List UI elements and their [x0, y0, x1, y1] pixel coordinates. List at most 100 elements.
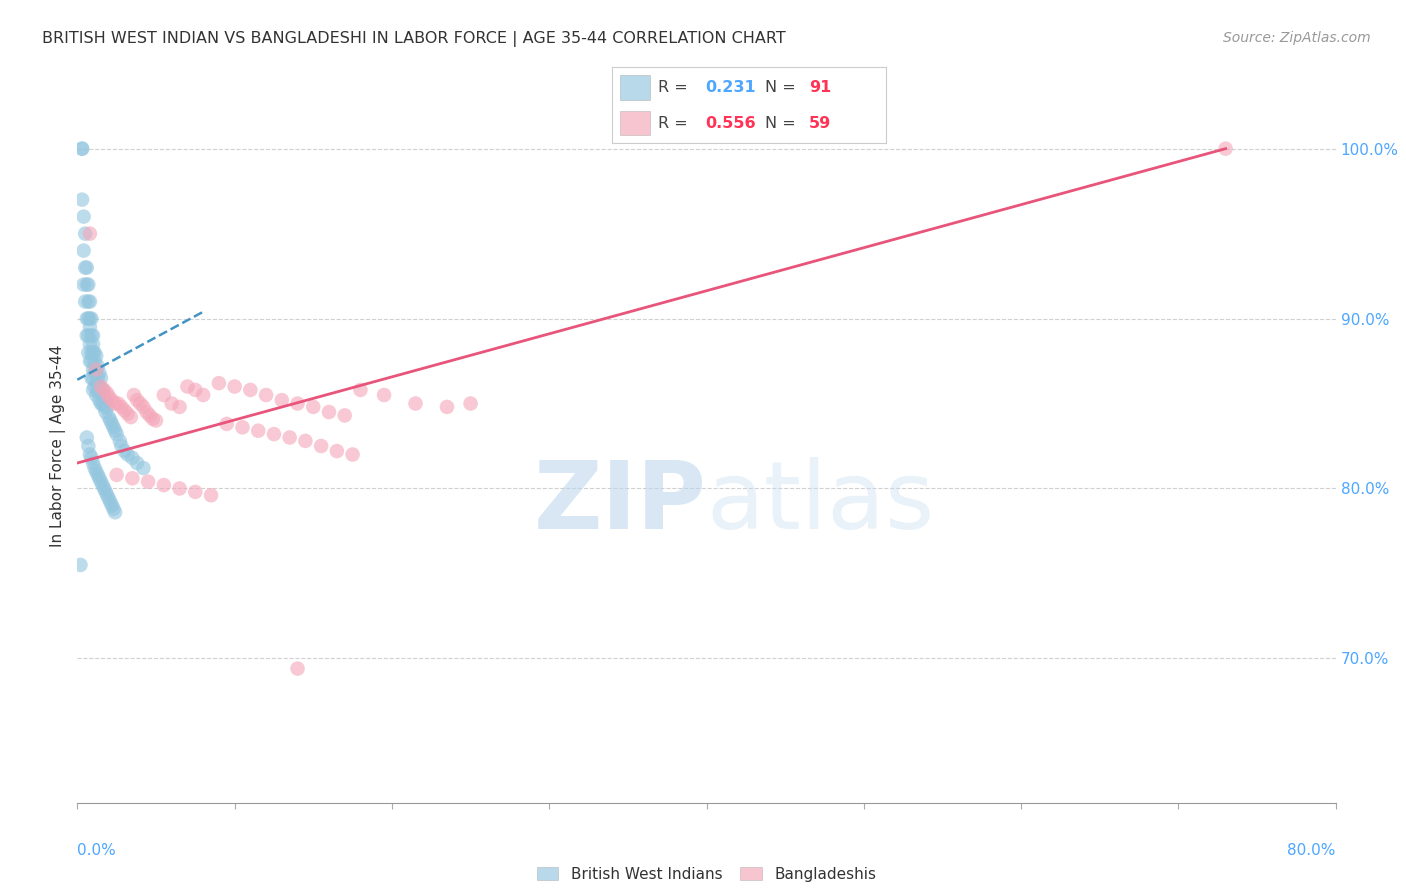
Point [254, 388, 277, 402]
Point [87, 384, 110, 399]
Point [96, 488, 118, 502]
Point [84, 388, 107, 402]
Point [153, 478, 176, 492]
Point [93, 482, 115, 496]
Text: 91: 91 [808, 80, 831, 95]
Point [460, 396, 482, 410]
Point [96, 386, 118, 401]
Point [80, 354, 103, 368]
Point [79, 294, 101, 309]
Point [200, 488, 222, 502]
Point [70, 142, 93, 156]
Point [77, 439, 100, 453]
Point [80, 371, 103, 385]
Point [80, 311, 103, 326]
Point [98, 413, 121, 427]
Point [110, 400, 132, 414]
Point [97, 390, 120, 404]
Point [191, 388, 215, 402]
Point [91, 383, 114, 397]
Point [121, 450, 143, 465]
Point [114, 403, 136, 417]
Text: 0.0%: 0.0% [77, 843, 117, 858]
Point [184, 484, 207, 499]
Bar [620, 111, 650, 136]
Point [82, 383, 104, 397]
Point [84, 349, 107, 363]
Legend: British West Indians, Bangladeshis: British West Indians, Bangladeshis [531, 861, 882, 888]
Point [80, 450, 103, 465]
Point [96, 400, 118, 414]
Point [87, 467, 110, 482]
Point [208, 376, 231, 391]
Point [153, 388, 176, 402]
Point [90, 475, 112, 489]
Point [93, 383, 115, 397]
Point [108, 434, 131, 448]
Y-axis label: In Labor Force | Age 35-44: In Labor Force | Age 35-44 [51, 345, 66, 547]
Text: Source: ZipAtlas.com: Source: ZipAtlas.com [1223, 31, 1371, 45]
Point [114, 444, 136, 458]
Point [287, 662, 309, 676]
Point [342, 448, 364, 462]
Point [83, 345, 105, 359]
Text: 0.556: 0.556 [704, 115, 755, 130]
Point [270, 393, 292, 408]
Text: 0.231: 0.231 [704, 80, 755, 95]
Point [103, 501, 125, 516]
Point [77, 294, 100, 309]
Point [104, 396, 127, 410]
Point [117, 448, 139, 462]
Point [263, 427, 285, 442]
Point [76, 260, 98, 275]
Point [91, 478, 114, 492]
Point [132, 400, 155, 414]
Point [77, 311, 100, 326]
Point [333, 409, 356, 423]
Point [77, 328, 100, 343]
Point [82, 362, 104, 376]
Point [72, 210, 94, 224]
Point [76, 328, 98, 343]
Text: N =: N = [765, 115, 801, 130]
Point [75, 227, 97, 241]
Point [87, 359, 110, 373]
Point [77, 345, 100, 359]
Point [87, 371, 110, 385]
Point [326, 444, 349, 458]
Point [98, 495, 121, 509]
Point [110, 439, 132, 453]
Point [89, 393, 111, 408]
Point [82, 328, 104, 343]
Point [80, 345, 103, 359]
Text: 59: 59 [808, 115, 831, 130]
Point [104, 505, 127, 519]
Point [132, 461, 155, 475]
Text: N =: N = [765, 80, 801, 95]
Point [89, 366, 111, 380]
Point [82, 345, 104, 359]
Point [122, 388, 145, 402]
Point [105, 427, 128, 442]
Text: R =: R = [658, 115, 693, 130]
Point [135, 405, 157, 419]
Point [117, 407, 139, 421]
Point [349, 383, 371, 397]
Point [247, 424, 270, 438]
Point [145, 413, 167, 427]
Point [97, 491, 120, 506]
Point [76, 430, 98, 444]
Point [79, 337, 101, 351]
Point [70, 142, 93, 156]
Point [138, 409, 160, 423]
Text: atlas: atlas [707, 457, 935, 549]
Point [82, 371, 104, 385]
Point [80, 328, 103, 343]
Point [105, 467, 128, 482]
Point [79, 320, 101, 334]
Point [302, 400, 325, 414]
Point [436, 400, 458, 414]
Point [82, 337, 104, 351]
Point [77, 277, 100, 292]
Point [169, 400, 191, 414]
